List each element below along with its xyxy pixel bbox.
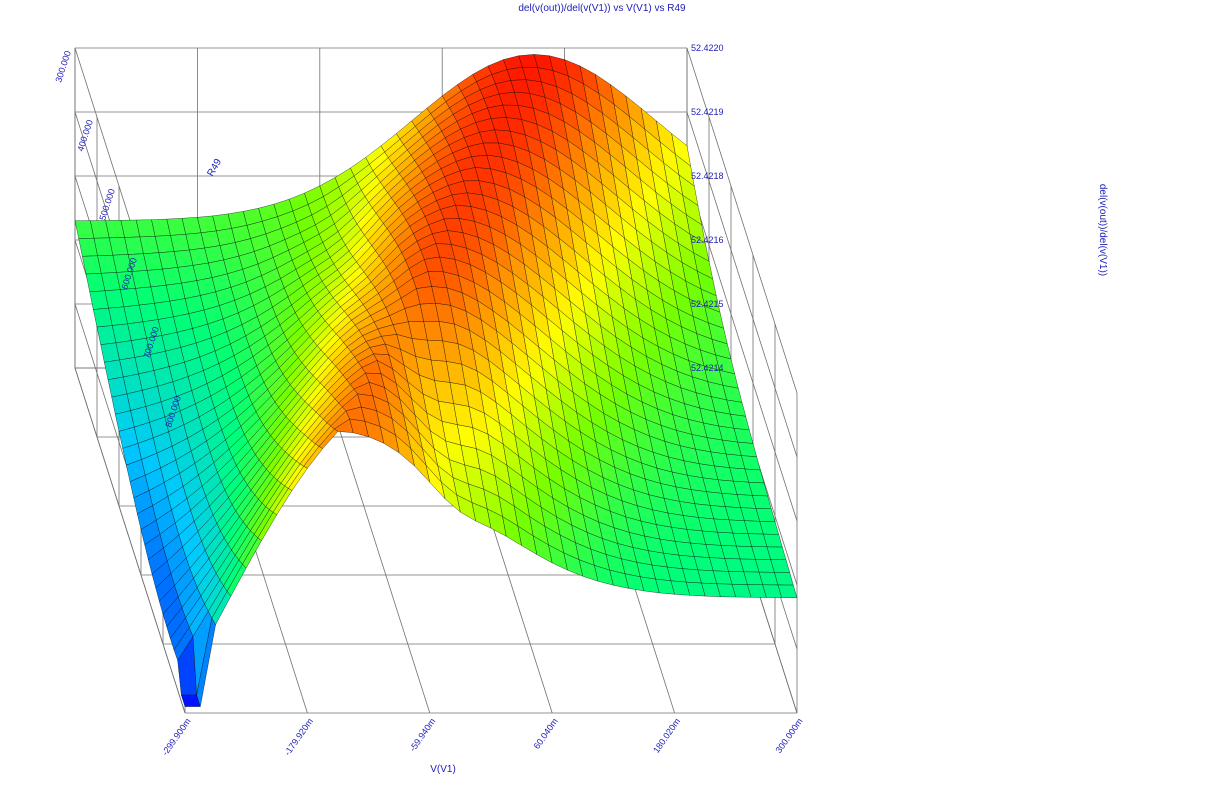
x-tick-label: 60.040m [532,716,560,750]
chart-title: del(v(out))/del(v(V1)) vs V(V1) vs R49 [518,3,686,14]
x-tick-label: -59.940m [407,716,437,753]
z-tick-label: 52.4214 [691,363,724,373]
z-tick-label: 52.4216 [691,235,724,245]
z-tick-label: 52.4220 [691,43,724,53]
right-wall-gridline [686,175,798,522]
y-tick-label: 500.000 [97,188,117,222]
left-wall-gridline [74,367,186,714]
surface-layer [74,54,798,707]
y-axis-title: R49 [205,157,224,179]
z-tick-label: 52.4219 [691,107,724,117]
z-axis-title: del(v(out))/del(v(V1)) [1097,184,1108,276]
y-tick-label: 400.000 [75,119,95,153]
z-tick-label: 52.4215 [691,299,724,309]
right-wall-gridline [686,111,798,458]
surface-cell [777,584,798,598]
x-tick-label: -299.900m [160,716,193,757]
x-tick-label: -179.920m [282,716,315,757]
x-tick-label: 180.020m [651,716,682,755]
x-axis-title: V(V1) [430,764,456,775]
z-tick-label: 52.4218 [691,171,724,181]
right-wall-gridline [686,47,798,394]
y-tick-label: 300.000 [53,50,73,84]
x-tick-label: 300.000m [773,716,804,755]
